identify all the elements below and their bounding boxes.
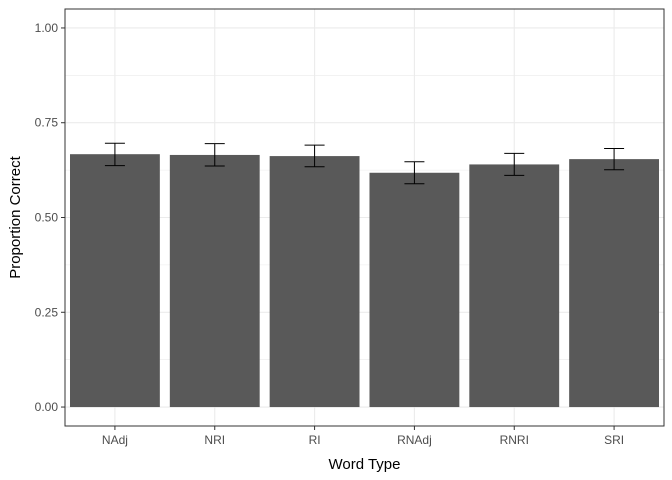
bar-rnri — [469, 164, 560, 408]
x-tick-label: RNAdj — [397, 433, 432, 447]
bar-nri — [169, 154, 260, 408]
bar-rnadj — [369, 172, 460, 408]
y-tick-label: 0.25 — [35, 305, 59, 319]
x-tick-label: NRI — [204, 433, 225, 447]
y-tick-label: 0.75 — [35, 116, 59, 130]
bars-group — [69, 154, 660, 408]
error-bar-rnadj — [404, 161, 425, 185]
y-axis-title: Proportion Correct — [7, 155, 24, 278]
y-tick-label: 0.00 — [35, 400, 59, 414]
x-tick-label: SRI — [604, 433, 624, 447]
bar-sri — [569, 159, 660, 408]
error-bar-ri — [304, 144, 325, 168]
error-bar-sri — [604, 148, 625, 171]
bar-ri — [269, 156, 360, 408]
y-axis: 0.00 0.25 0.50 0.75 1.00 — [35, 21, 65, 414]
error-bar-nri — [204, 143, 225, 167]
x-axis-title: Word Type — [329, 456, 401, 473]
y-tick-label: 1.00 — [35, 21, 59, 35]
bar-nadj — [69, 154, 160, 408]
x-tick-label: RI — [309, 433, 321, 447]
x-tick-label: NAdj — [102, 433, 128, 447]
x-tick-label: RNRI — [500, 433, 529, 447]
x-axis: NAdj NRI RI RNAdj RNRI SRI — [102, 426, 624, 447]
error-bar-nadj — [104, 142, 125, 167]
minor-gridlines — [65, 75, 664, 360]
y-tick-label: 0.50 — [35, 211, 59, 225]
error-bar-rnri — [504, 152, 525, 176]
error-bars-group — [104, 142, 625, 185]
